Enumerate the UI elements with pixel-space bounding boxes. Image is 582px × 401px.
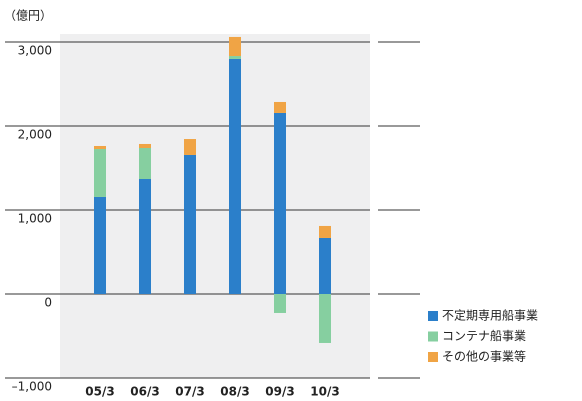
y-tick-label: 0: [44, 296, 52, 310]
bar-segment: [184, 139, 196, 155]
bar-segment: [94, 145, 106, 150]
x-tick-label: 07/3: [175, 385, 204, 399]
plot-background: [60, 34, 370, 378]
bar-segment: [319, 225, 331, 238]
bar-segment: [139, 143, 151, 149]
bar-segment: [229, 58, 241, 294]
bar-segment: [184, 154, 196, 294]
bar-segment: [229, 56, 241, 59]
legend-label: コンテナ船事業: [442, 329, 526, 343]
legend-swatch: [428, 311, 438, 321]
bar-segment: [94, 149, 106, 197]
legend-swatch: [428, 352, 438, 362]
bar-segment: [94, 196, 106, 294]
y-tick-label: 1,000: [18, 212, 52, 226]
y-tick-label: –1,000: [12, 380, 52, 394]
legend-label: その他の事業等: [442, 350, 526, 364]
x-tick-label: 09/3: [265, 385, 294, 399]
x-tick-label: 05/3: [85, 385, 114, 399]
y-tick-label: 3,000: [18, 44, 52, 58]
legend-label: 不定期専用船事業: [442, 308, 538, 323]
x-tick-label: 10/3: [310, 385, 339, 399]
bar-segment: [139, 179, 151, 294]
bar-segment: [274, 112, 286, 294]
unit-label: （億円）: [4, 9, 52, 23]
bar-segment: [274, 294, 286, 313]
y-tick-label: 2,000: [18, 128, 52, 142]
bar-segment: [139, 148, 151, 180]
bar-segment: [229, 36, 241, 57]
x-tick-label: 06/3: [130, 385, 159, 399]
bar-segment: [274, 101, 286, 113]
bar-segment: [319, 294, 331, 343]
x-tick-label: 08/3: [220, 385, 249, 399]
legend-swatch: [428, 331, 438, 342]
bar-segment: [319, 237, 331, 294]
